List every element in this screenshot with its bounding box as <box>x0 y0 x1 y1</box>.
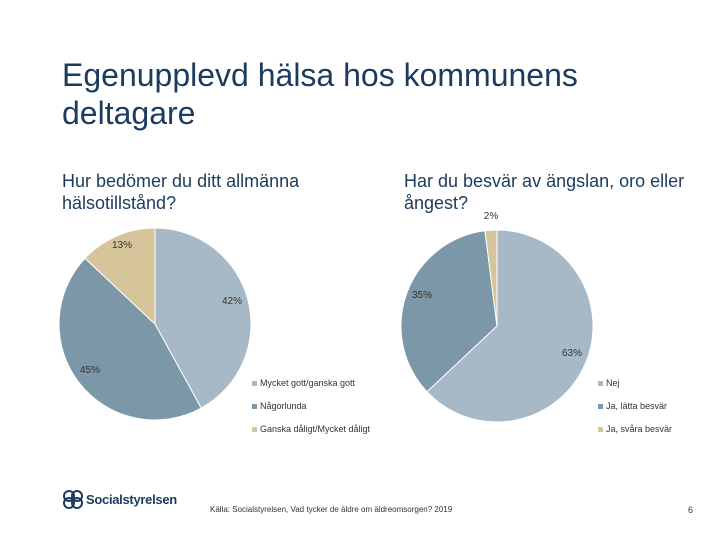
page-number: 6 <box>688 505 694 515</box>
source-note: Källa: Socialstyrelsen, Vad tycker de äl… <box>210 505 453 514</box>
socialstyrelsen-logo: Socialstyrelsen <box>62 488 177 510</box>
legend-swatch <box>252 403 257 409</box>
legend-swatch <box>598 426 603 432</box>
pie-slice-1-2 <box>484 229 498 327</box>
pie-slice-0-1 <box>58 257 202 421</box>
data-label-0-1: 45% <box>80 365 100 376</box>
legend-swatch <box>598 380 603 386</box>
slide-title: Egenupplevd hälsa hos kommunens deltagar… <box>62 57 578 131</box>
pie-slice-0-2 <box>84 227 156 326</box>
legend-swatch <box>598 403 603 409</box>
legend-general-health: Mycket gott/ganska gott Någorlunda Gansk… <box>252 377 370 446</box>
pie-chart-anxiety: 63% 35% 2% <box>400 211 594 423</box>
pie-chart-general-health: 42% 45% 13% <box>58 227 252 421</box>
data-label-1-1: 35% <box>412 290 432 301</box>
legend-item: Mycket gott/ganska gott <box>252 377 370 389</box>
pie-slice-1-0 <box>426 229 594 423</box>
legend-item: Nej <box>598 377 672 389</box>
legend-item: Ja, svåra besvär <box>598 423 672 435</box>
legend-label: Någorlunda <box>260 401 307 411</box>
data-label-0-0: 42% <box>222 296 242 307</box>
logo-emblem-icon <box>63 490 83 509</box>
data-label-1-2: 2% <box>484 211 499 222</box>
legend-label: Ja, svåra besvär <box>606 424 673 434</box>
data-label-0-2: 13% <box>112 240 132 251</box>
legend-label: Mycket gott/ganska gott <box>260 378 356 388</box>
data-label-1-0: 63% <box>562 348 582 359</box>
legend-label: Ganska dåligt/Mycket dåligt <box>260 424 371 434</box>
pie-slice-0-0 <box>154 227 252 409</box>
legend-swatch <box>252 426 257 432</box>
legend-swatch <box>252 380 257 386</box>
legend-label: Nej <box>606 378 620 388</box>
legend-item: Ganska dåligt/Mycket dåligt <box>252 423 370 435</box>
chart1-title: Hur bedömer du ditt allmänna hälsotillst… <box>62 171 300 213</box>
legend-label: Ja, lätta besvär <box>606 401 668 411</box>
legend-item: Någorlunda <box>252 400 370 412</box>
legend-item: Ja, lätta besvär <box>598 400 672 412</box>
logo-text: Socialstyrelsen <box>86 491 177 507</box>
chart2-title: Har du besvär av ängslan, oro eller ånge… <box>404 171 685 213</box>
pie-slice-1-1 <box>400 230 498 393</box>
legend-anxiety: Nej Ja, lätta besvär Ja, svåra besvär <box>598 377 672 446</box>
